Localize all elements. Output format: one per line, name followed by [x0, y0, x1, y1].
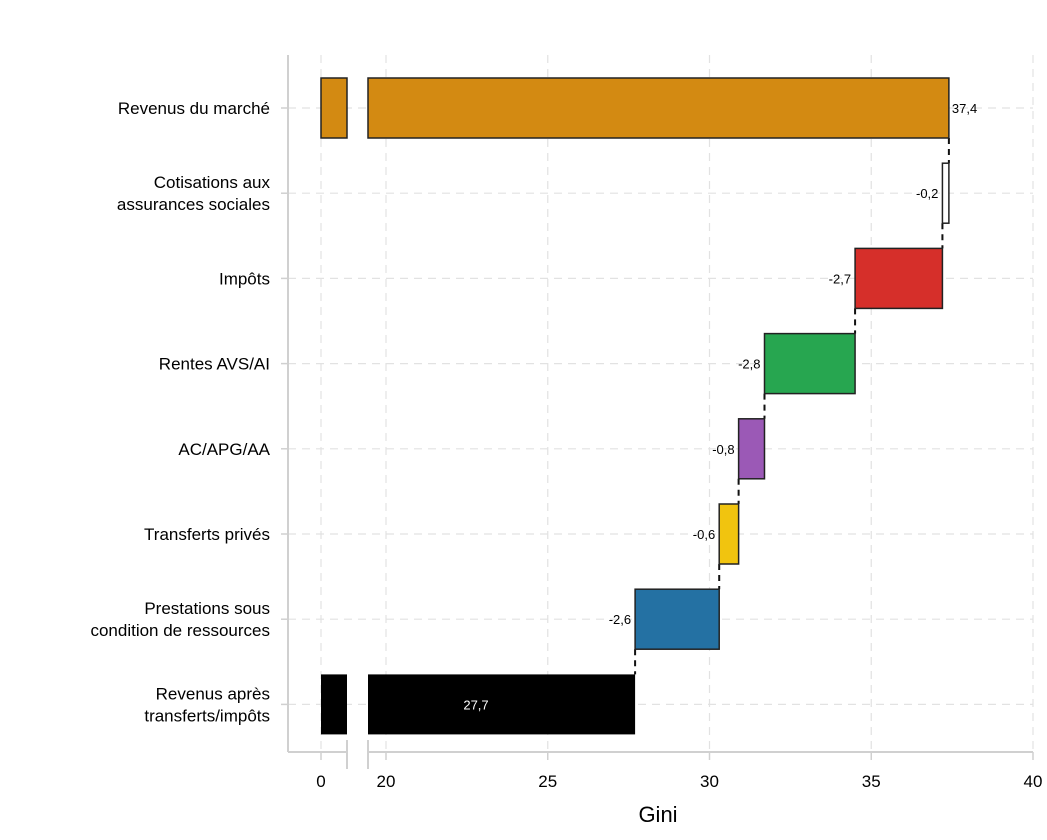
bar [367, 77, 950, 139]
data-label: 37,4 [952, 101, 977, 116]
category-label: Revenus du marché [118, 99, 270, 118]
bar [737, 418, 766, 480]
x-tick-labels: 0 20 25 30 35 40 [316, 772, 1042, 791]
x-tick-label: 20 [377, 772, 396, 791]
category-label: Cotisations aux assurances sociales [117, 173, 271, 214]
category-labels: Revenus du marché Cotisations aux assuranc… [90, 99, 270, 725]
bar [941, 162, 950, 224]
category-label: Impôts [219, 269, 270, 288]
data-label: -2,6 [609, 612, 631, 627]
data-label: -0,6 [693, 527, 715, 542]
axes [281, 55, 1034, 769]
x-axis-label: Gini [638, 802, 677, 827]
data-label: -2,7 [829, 271, 851, 286]
x-tick-label: 35 [862, 772, 881, 791]
data-label: -2,8 [738, 357, 760, 372]
bars [320, 77, 950, 735]
x-tick-label: 40 [1024, 772, 1043, 791]
bar-segment [320, 77, 348, 139]
axis-break-gap [347, 749, 368, 755]
data-label: -0,8 [712, 442, 734, 457]
x-tick-label: 30 [700, 772, 719, 791]
x-tick-label: 0 [316, 772, 325, 791]
category-label: Rentes AVS/AI [159, 355, 270, 374]
category-label: Prestations sous condition de ressources [90, 599, 270, 640]
category-label: AC/APG/AA [178, 440, 270, 459]
connectors [634, 138, 950, 675]
bar [634, 588, 720, 650]
bar [854, 247, 944, 310]
category-label: Revenus après transferts/impôts [144, 684, 270, 725]
bar [368, 674, 636, 735]
category-label: Transferts privés [144, 525, 270, 544]
bar [718, 503, 740, 565]
data-label: -0,2 [916, 186, 938, 201]
data-labels: 37,4 -0,2 -2,7 -2,8 -0,8 -0,6 -2,6 27,7 [463, 101, 977, 712]
bar [763, 332, 856, 395]
x-tick-label: 25 [538, 772, 557, 791]
bar-segment [321, 674, 347, 735]
data-label: 27,7 [463, 697, 488, 712]
